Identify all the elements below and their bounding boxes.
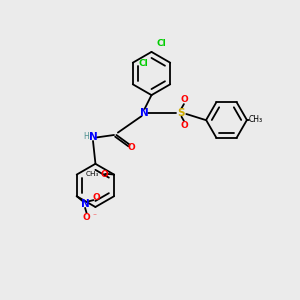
Text: CH₃: CH₃: [86, 171, 99, 177]
Text: O: O: [101, 169, 109, 178]
Text: N: N: [140, 107, 149, 118]
Text: N: N: [81, 199, 89, 209]
Text: ⁻: ⁻: [92, 212, 96, 220]
Text: O: O: [180, 95, 188, 104]
Text: Cl: Cl: [157, 39, 167, 48]
Text: CH₃: CH₃: [249, 116, 263, 124]
Text: Cl: Cl: [138, 59, 148, 68]
Text: N: N: [89, 132, 98, 142]
Text: S: S: [178, 107, 185, 118]
Text: O: O: [128, 143, 135, 152]
Text: O: O: [93, 193, 101, 202]
Text: O: O: [83, 213, 91, 222]
Text: O: O: [180, 121, 188, 130]
Text: H: H: [83, 132, 89, 141]
